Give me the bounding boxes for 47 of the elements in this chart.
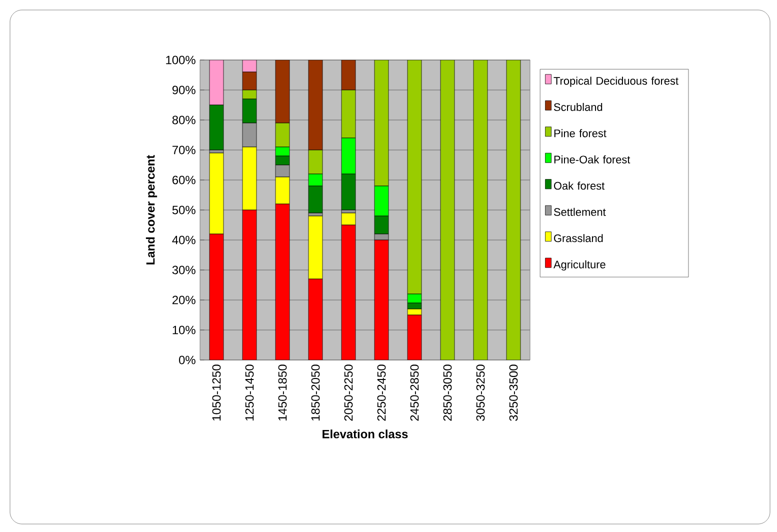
legend-label: Grassland (554, 234, 603, 242)
bar (374, 240, 389, 360)
bar (308, 216, 323, 280)
bar (473, 60, 488, 360)
y-tick-label: 100% (166, 56, 196, 64)
legend-label: Settlement (554, 208, 606, 216)
bar (308, 278, 323, 360)
x-tick-label: 1250-1450 (245, 364, 254, 420)
legend-label: Pine forest (554, 129, 606, 138)
bar (242, 210, 257, 360)
x-tick-label: 1450-1850 (278, 364, 287, 420)
x-tick-label: 2450-2850 (410, 364, 419, 421)
x-tick-label: 3250-3500 (509, 364, 518, 421)
y-tick-label: 80% (172, 116, 196, 124)
x-axis-title: Elevation class (322, 430, 408, 438)
bar (275, 204, 290, 360)
legend-label: Tropical Deciduous forest (554, 76, 678, 87)
x-tick-label: 2050-2250 (344, 364, 353, 421)
x-tick-label: 3050-3250 (476, 364, 485, 421)
y-tick-label: 0% (179, 356, 196, 364)
y-tick-label: 30% (172, 266, 196, 274)
legend-label: Scrubland (554, 102, 602, 111)
bar (341, 224, 356, 360)
legend-label: Oak forest (554, 182, 605, 190)
y-tick-label: 50% (172, 206, 196, 214)
bar (275, 60, 290, 124)
bar (209, 60, 224, 106)
y-tick-label: 20% (172, 296, 196, 304)
bar (209, 234, 224, 360)
y-tick-label: 90% (172, 86, 196, 94)
x-tick-label: 1850-2050 (311, 364, 320, 420)
y-tick-label: 40% (172, 236, 196, 244)
bar (407, 314, 422, 360)
bar (308, 60, 323, 150)
x-tick-label: 2250-2450 (377, 364, 386, 421)
x-tick-label: 2850-3050 (443, 364, 452, 421)
y-axis-title: Land cover percent (146, 155, 158, 264)
y-tick-label: 10% (172, 326, 196, 334)
bar (440, 60, 455, 360)
legend-label: Pine-Oak forest (554, 155, 630, 164)
x-tick-label: 1050-1250 (212, 364, 221, 420)
bar (506, 60, 521, 360)
y-tick-label: 70% (172, 146, 196, 154)
bar (341, 60, 356, 90)
y-tick-label: 60% (172, 176, 196, 184)
bar (341, 212, 356, 226)
legend-label: Agriculture (553, 260, 606, 271)
